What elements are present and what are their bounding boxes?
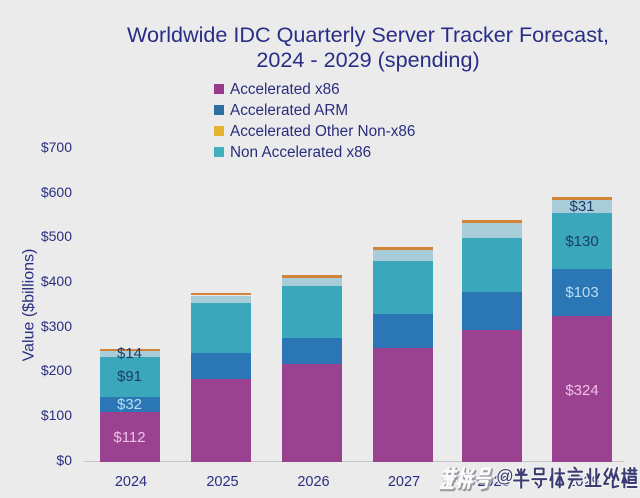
svg-text:@: @ bbox=[496, 466, 514, 486]
